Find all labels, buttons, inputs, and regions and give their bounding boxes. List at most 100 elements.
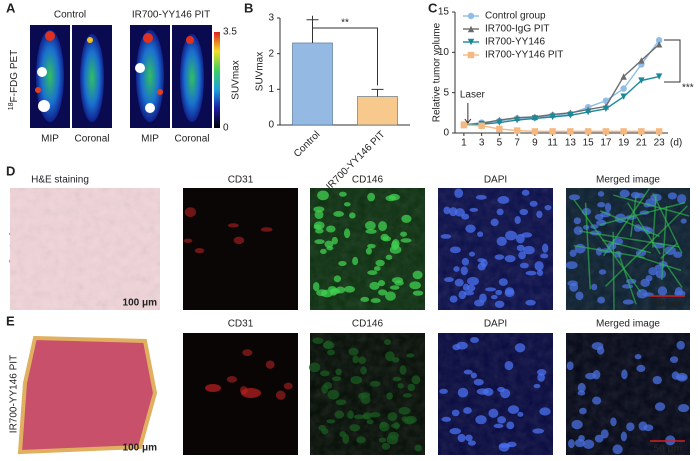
marker bbox=[496, 125, 503, 133]
cell bbox=[521, 232, 533, 238]
series-line bbox=[463, 124, 660, 133]
cell bbox=[385, 254, 393, 260]
scale-label: 50 μm bbox=[654, 299, 683, 310]
cell bbox=[377, 280, 386, 287]
cell bbox=[375, 259, 385, 267]
marker bbox=[620, 73, 627, 80]
cell bbox=[265, 360, 275, 369]
panel-label: D bbox=[6, 163, 15, 178]
cell bbox=[451, 409, 460, 417]
cell bbox=[465, 224, 476, 233]
cell bbox=[440, 234, 452, 239]
cell bbox=[183, 238, 193, 243]
cell bbox=[397, 382, 404, 389]
cell bbox=[497, 416, 506, 424]
cell bbox=[468, 251, 476, 257]
cell bbox=[499, 443, 511, 448]
cell bbox=[517, 411, 524, 417]
cell bbox=[454, 278, 464, 287]
cell bbox=[591, 283, 598, 291]
column-label: CD31 bbox=[228, 175, 254, 186]
cell bbox=[313, 206, 325, 213]
column-label: Merged image bbox=[596, 319, 660, 330]
cell bbox=[475, 415, 487, 425]
cell bbox=[391, 277, 404, 284]
column-label: H&E staining bbox=[31, 175, 89, 186]
y-tick-label: 10 bbox=[438, 47, 450, 58]
cell bbox=[353, 414, 365, 420]
cell bbox=[620, 431, 627, 442]
cell bbox=[404, 415, 417, 424]
cell bbox=[356, 436, 366, 444]
view-label: MIP bbox=[141, 134, 159, 145]
column-label: Merged image bbox=[596, 175, 660, 186]
annotation: *** bbox=[682, 83, 694, 94]
marker bbox=[549, 113, 556, 121]
cell bbox=[335, 286, 346, 294]
cell bbox=[657, 286, 668, 296]
cell bbox=[504, 230, 517, 241]
panel-label: B bbox=[244, 0, 253, 15]
cell bbox=[343, 228, 351, 239]
x-tick-label: 13 bbox=[565, 138, 577, 149]
cell bbox=[506, 421, 515, 430]
cell bbox=[537, 373, 545, 382]
cell bbox=[323, 382, 333, 389]
cell bbox=[318, 424, 327, 432]
cell bbox=[275, 390, 286, 400]
x-tick-label: 1 bbox=[461, 138, 467, 149]
cell bbox=[475, 194, 487, 200]
cell bbox=[352, 256, 359, 266]
column-label: DAPI bbox=[484, 175, 507, 186]
cell bbox=[339, 431, 347, 438]
cell bbox=[569, 249, 577, 257]
marker bbox=[478, 122, 485, 129]
cell bbox=[369, 281, 380, 290]
cell bbox=[344, 285, 356, 293]
texture bbox=[10, 188, 160, 310]
cell bbox=[536, 210, 543, 219]
cell bbox=[366, 419, 374, 425]
fiber bbox=[626, 202, 661, 255]
marker bbox=[467, 12, 475, 20]
cell bbox=[470, 372, 477, 379]
bar bbox=[357, 96, 398, 126]
cell bbox=[619, 189, 630, 198]
cell bbox=[463, 407, 472, 414]
cell bbox=[347, 410, 354, 420]
cell bbox=[227, 223, 239, 228]
cell bbox=[469, 207, 479, 212]
cell bbox=[621, 369, 628, 380]
column-label: CD146 bbox=[352, 175, 384, 186]
cell bbox=[654, 264, 664, 270]
fiber bbox=[573, 244, 645, 259]
marker bbox=[584, 108, 592, 116]
cell bbox=[529, 200, 538, 207]
y-tick-label: 1 bbox=[268, 84, 274, 95]
cell bbox=[594, 434, 604, 443]
cell bbox=[439, 388, 448, 394]
cell bbox=[504, 255, 516, 263]
cell bbox=[331, 376, 342, 382]
cell bbox=[525, 270, 537, 276]
fiber bbox=[605, 205, 688, 287]
cell bbox=[645, 275, 653, 282]
view-label: Coronal bbox=[74, 134, 109, 145]
cell bbox=[539, 407, 551, 416]
cell bbox=[339, 191, 347, 197]
cell bbox=[467, 440, 476, 446]
x-tick-label: 7 bbox=[514, 138, 520, 149]
x-tick-label: Control bbox=[292, 129, 323, 160]
cell bbox=[523, 245, 535, 255]
cell bbox=[449, 427, 462, 435]
cell bbox=[579, 407, 587, 415]
cell bbox=[496, 236, 507, 246]
cell bbox=[494, 300, 505, 308]
cell bbox=[461, 257, 469, 266]
cell bbox=[490, 218, 499, 227]
signal bbox=[241, 388, 261, 398]
marker bbox=[655, 41, 663, 48]
cell bbox=[184, 207, 196, 218]
fiber bbox=[599, 210, 660, 238]
colorbar bbox=[214, 32, 220, 128]
